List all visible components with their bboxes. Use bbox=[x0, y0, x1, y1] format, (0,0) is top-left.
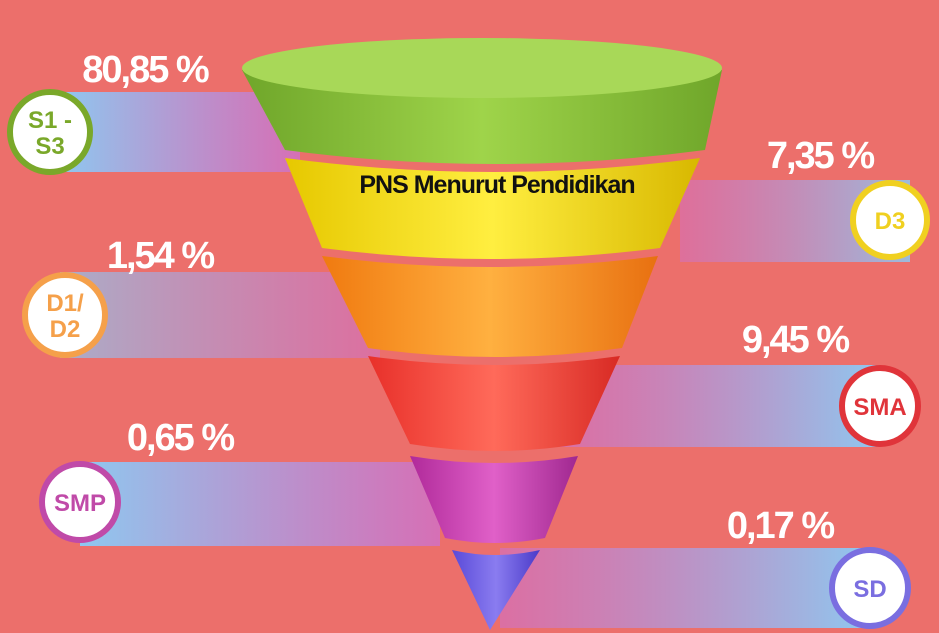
category-label: D1/ bbox=[46, 290, 84, 317]
category-label: D2 bbox=[50, 316, 81, 343]
value-label: 1,54 % bbox=[107, 235, 215, 277]
funnel-segment bbox=[322, 256, 658, 357]
value-label: 7,35 % bbox=[767, 135, 875, 177]
label-badge bbox=[7, 89, 93, 175]
category-label: SMP bbox=[54, 490, 106, 517]
category-label: S3 bbox=[35, 133, 64, 160]
funnel-segment bbox=[452, 550, 540, 630]
category-label: D3 bbox=[875, 208, 906, 235]
label-badge bbox=[829, 547, 911, 629]
value-label: 0,17 % bbox=[727, 505, 835, 547]
label-badge bbox=[839, 365, 921, 447]
title: PNS Menurut Pendidikan bbox=[359, 171, 634, 199]
category-label: SD bbox=[853, 576, 886, 603]
bar bbox=[500, 548, 870, 628]
bar bbox=[60, 92, 300, 172]
label-badge bbox=[22, 272, 108, 358]
funnel bbox=[242, 38, 722, 630]
funnel-top bbox=[242, 38, 722, 98]
category-label: S1 - bbox=[28, 107, 72, 134]
bar bbox=[80, 462, 440, 546]
bar bbox=[560, 365, 880, 447]
label-badge bbox=[850, 180, 930, 260]
bar bbox=[60, 272, 380, 358]
funnel-segment bbox=[285, 158, 700, 259]
value-label: 80,85 % bbox=[82, 49, 209, 91]
value-label: 0,65 % bbox=[127, 417, 235, 459]
funnel-segment bbox=[410, 456, 578, 543]
category-label: SMA bbox=[853, 394, 906, 421]
value-label: 9,45 % bbox=[742, 319, 850, 361]
label-badge bbox=[39, 461, 121, 543]
funnel-segment bbox=[368, 356, 620, 451]
